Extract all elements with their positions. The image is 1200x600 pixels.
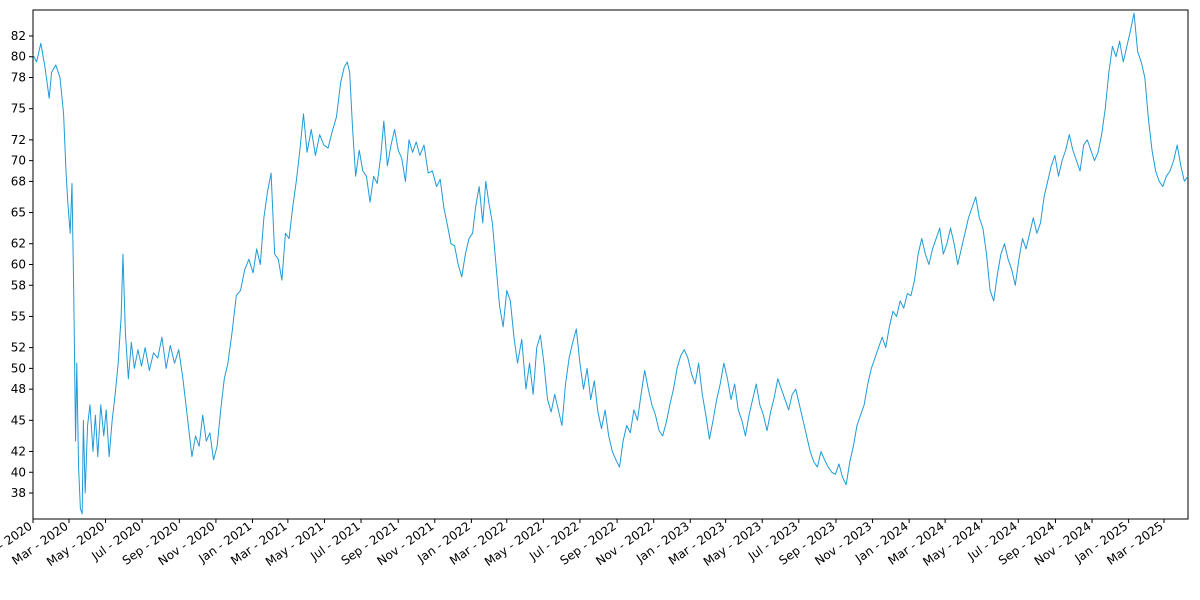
- y-tick-label: 62: [11, 237, 26, 251]
- y-tick-label: 75: [11, 102, 26, 116]
- y-tick-label: 52: [11, 341, 26, 355]
- y-tick-label: 55: [11, 309, 26, 323]
- y-tick-label: 82: [11, 29, 26, 43]
- plot-area: [32, 9, 1189, 520]
- y-tick-label: 40: [11, 465, 26, 479]
- y-tick-label: 72: [11, 133, 26, 147]
- y-tick-label: 68: [11, 174, 26, 188]
- y-tick-label: 50: [11, 361, 26, 375]
- y-tick-label: 45: [11, 413, 26, 427]
- y-axis: 38 40 42 45 48 50 52 55 58 60 62 65 68 70 72 75 78 80 82: [11, 29, 33, 500]
- y-tick-label: 58: [11, 278, 26, 292]
- y-tick-label: 48: [11, 382, 26, 396]
- y-tick-label: 70: [11, 154, 26, 168]
- y-tick-label: 65: [11, 206, 26, 220]
- y-tick-label: 42: [11, 444, 26, 458]
- y-tick-label: 78: [11, 71, 26, 85]
- y-tick-label: 60: [11, 258, 26, 272]
- series-line: [32, 12, 1189, 515]
- y-tick-label: 38: [11, 486, 26, 500]
- y-tick-label: 80: [11, 50, 26, 64]
